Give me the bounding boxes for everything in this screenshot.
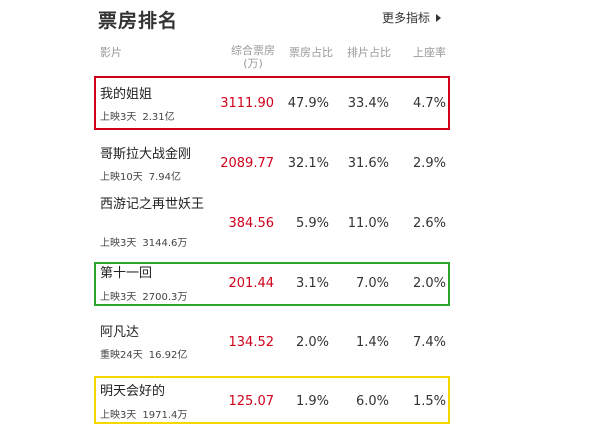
more-metrics-label: 更多指标	[382, 11, 431, 25]
seat-rate-value: 2.0%	[412, 276, 446, 291]
film-name: 第十一回	[100, 266, 153, 281]
box-office-value: 2089.77	[220, 156, 274, 171]
screening-share-value: 31.6%	[347, 156, 389, 171]
box-office-value: 125.07	[228, 394, 275, 409]
box-office-value: 134.52	[228, 335, 275, 350]
seat-rate-value: 2.9%	[412, 156, 446, 171]
seat-rate-value: 2.6%	[412, 216, 446, 231]
film-name: 明天会好的	[100, 384, 166, 399]
seat-rate-value: 7.4%	[412, 335, 446, 350]
screening-share-value: 33.4%	[347, 96, 389, 111]
seat-rate-value: 1.5%	[412, 394, 446, 409]
table-header: 影片 综合票房(万) 票房占比 排片占比 上座率	[0, 38, 600, 72]
box-share-value: 32.1%	[287, 156, 329, 171]
box-share-value: 1.9%	[295, 394, 329, 409]
box-share-value: 2.0%	[295, 335, 329, 350]
triangle-right-icon	[436, 13, 442, 22]
column-header-screening-share: 排片占比	[347, 46, 391, 59]
film-release-info: 重映24天 16.92亿	[100, 350, 188, 361]
seat-rate-value: 4.7%	[412, 96, 446, 111]
box-share-value: 3.1%	[295, 276, 329, 291]
screening-share-value: 7.0%	[355, 276, 389, 291]
screening-share-value: 1.4%	[355, 335, 389, 350]
column-header-seat-rate: 上座率	[413, 46, 446, 59]
film-release-info: 上映3天 1971.4万	[100, 410, 188, 421]
box-office-value: 384.56	[228, 216, 275, 231]
table-row[interactable]: 阿凡达 重映24天 16.92亿 134.52 2.0% 1.4% 7.4%	[0, 318, 600, 368]
box-office-value: 201.44	[228, 276, 275, 291]
film-name: 阿凡达	[100, 325, 140, 340]
film-release-info: 上映3天 2700.3万	[100, 292, 188, 303]
box-office-value: 3111.90	[220, 96, 274, 111]
screening-share-value: 11.0%	[347, 216, 389, 231]
film-name: 西游记之再世妖王	[100, 197, 205, 212]
film-release-info: 上映10天 7.94亿	[100, 172, 181, 183]
table-row[interactable]: 西游记之再世妖王 上映3天 3144.6万 384.56 5.9% 11.0% 2…	[0, 194, 600, 252]
table-row[interactable]: 哥斯拉大战金刚 上映10天 7.94亿 2089.77 32.1% 31.6% 2…	[0, 140, 600, 190]
film-name: 我的姐姐	[100, 87, 153, 102]
page-title: 票房排名	[98, 10, 179, 32]
column-header-box-share: 票房占比	[289, 46, 333, 59]
table-row[interactable]: 明天会好的 上映3天 1971.4万 125.07 1.9% 6.0% 1.5%	[0, 376, 600, 424]
column-header-box-office: 综合票房(万)	[231, 44, 275, 70]
more-metrics-button[interactable]: 更多指标	[382, 9, 442, 26]
column-header-film: 影片	[100, 46, 122, 59]
film-release-info: 上映3天 2.31亿	[100, 112, 175, 123]
table-row[interactable]: 第十一回 上映3天 2700.3万 201.44 3.1% 7.0% 2.0%	[0, 262, 600, 306]
film-name: 哥斯拉大战金刚	[100, 147, 192, 162]
film-release-info: 上映3天 3144.6万	[100, 238, 188, 249]
box-share-value: 47.9%	[287, 96, 329, 111]
screening-share-value: 6.0%	[355, 394, 389, 409]
table-row[interactable]: 我的姐姐 上映3天 2.31亿 3111.90 47.9% 33.4% 4.7%	[0, 76, 600, 130]
box-share-value: 5.9%	[295, 216, 329, 231]
